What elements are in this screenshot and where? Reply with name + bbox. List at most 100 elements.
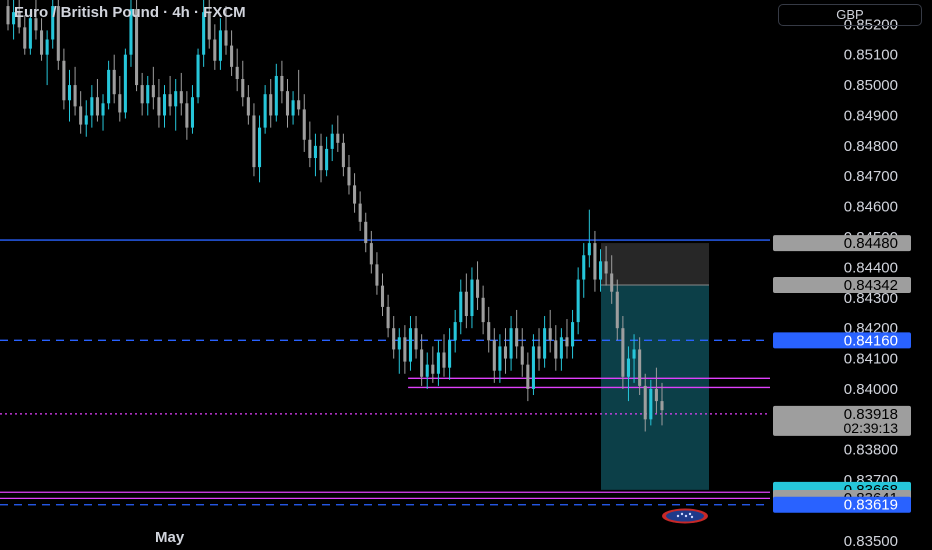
candle xyxy=(548,309,552,353)
candle-body xyxy=(230,45,234,67)
candle xyxy=(397,328,401,374)
candle-body xyxy=(621,328,625,377)
candle xyxy=(123,48,127,119)
candle-body xyxy=(107,69,111,104)
price-tag-label: 0.83918 xyxy=(844,406,898,423)
candle-body xyxy=(123,54,127,113)
candle-body xyxy=(643,385,647,420)
y-tick-label: 0.84000 xyxy=(844,381,898,398)
candle xyxy=(157,79,161,128)
candle xyxy=(280,60,284,104)
candle-body xyxy=(45,39,49,55)
candle-body xyxy=(174,91,178,107)
candle-body xyxy=(487,322,491,341)
candle-body xyxy=(626,358,630,377)
currency-button[interactable]: GBP xyxy=(778,4,922,26)
candle-body xyxy=(453,322,457,341)
candle xyxy=(610,255,614,304)
candle-body xyxy=(531,346,535,389)
candle-body xyxy=(90,97,94,116)
candle-body xyxy=(285,91,290,116)
candle xyxy=(190,85,194,134)
price-tag-label: 0.84160 xyxy=(844,332,898,349)
candle xyxy=(587,209,591,268)
candle xyxy=(241,60,245,107)
candle xyxy=(112,54,116,104)
bar-countdown: 02:39:13 xyxy=(844,420,899,436)
candle-body xyxy=(587,243,591,256)
candle-body xyxy=(543,328,547,359)
candle xyxy=(503,328,508,374)
candle xyxy=(375,252,379,295)
candle-body xyxy=(341,142,345,168)
candle-body xyxy=(520,346,524,365)
candle-body xyxy=(207,12,211,40)
candle-body xyxy=(392,328,396,350)
candle-body xyxy=(34,18,38,31)
candle xyxy=(364,212,368,253)
candle-body xyxy=(308,139,312,159)
candle-body xyxy=(73,85,77,107)
candle xyxy=(62,48,66,110)
candle-body xyxy=(23,27,27,49)
candle xyxy=(218,18,222,70)
candle-body xyxy=(369,243,373,265)
y-tick-label: 0.84100 xyxy=(844,351,898,368)
y-tick-label: 0.84700 xyxy=(844,168,898,185)
y-tick-label: 0.84800 xyxy=(844,138,898,155)
candle xyxy=(380,273,385,317)
price-tag-bg xyxy=(773,405,911,436)
candle-body xyxy=(498,346,502,371)
candle xyxy=(598,249,603,292)
price-tag-bg xyxy=(773,496,911,513)
y-tick-label: 0.83800 xyxy=(844,442,898,459)
candle-body xyxy=(12,12,16,25)
candle xyxy=(453,309,457,353)
candle xyxy=(79,91,83,134)
candle-body xyxy=(263,94,267,128)
candle xyxy=(34,0,38,40)
candle-body xyxy=(537,346,541,359)
candle-body xyxy=(274,75,278,116)
symbol-title[interactable]: Euro / British Pound · 4h · FXCM xyxy=(14,4,246,21)
candle xyxy=(330,124,334,162)
candle-body xyxy=(425,364,429,377)
candle-body xyxy=(576,279,580,323)
candle xyxy=(224,6,228,55)
candle-body xyxy=(79,106,83,125)
candle xyxy=(12,0,16,40)
candle-body xyxy=(218,30,222,61)
candle xyxy=(571,309,575,359)
candle xyxy=(565,319,569,359)
price-tag: 0.83619 xyxy=(773,496,911,514)
candle xyxy=(302,94,306,152)
candle xyxy=(531,334,535,396)
y-tick-label: 0.83500 xyxy=(844,533,898,550)
candle-body xyxy=(330,133,334,149)
candle xyxy=(604,246,608,286)
candle xyxy=(408,316,412,371)
candle xyxy=(185,91,189,140)
candle-body xyxy=(291,100,295,116)
price-tag: 0.84342 xyxy=(773,277,911,294)
candle xyxy=(230,30,234,76)
candle xyxy=(274,63,278,122)
y-tick-label: 0.84300 xyxy=(844,290,898,307)
candle xyxy=(246,85,250,125)
candle-body xyxy=(476,279,480,298)
candle-body xyxy=(95,97,99,116)
candle xyxy=(621,316,625,389)
candle xyxy=(626,346,630,402)
candle xyxy=(554,325,558,371)
candle-body xyxy=(638,349,642,386)
candle xyxy=(291,91,295,125)
candle xyxy=(263,85,267,134)
candle-body xyxy=(28,18,32,49)
candle xyxy=(464,273,468,329)
candle-body xyxy=(157,97,161,116)
events-badge-icon[interactable] xyxy=(660,507,710,525)
candle xyxy=(67,69,72,122)
price-tag-label: 0.84480 xyxy=(844,235,898,252)
